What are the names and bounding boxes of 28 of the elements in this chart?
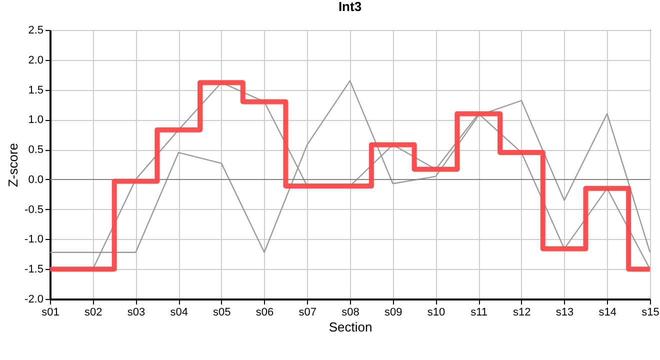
x-tick-label: s14 [598, 306, 617, 318]
chart-title: Int3 [338, 0, 362, 14]
y-tick-label: 1.5 [28, 84, 44, 96]
x-tick-label: s06 [256, 306, 274, 318]
y-tick-label: 1.0 [28, 114, 44, 126]
y-tick-label: -2.0 [24, 294, 44, 306]
x-axis-title: Section [328, 320, 372, 334]
y-tick-label: 0.0 [28, 174, 44, 186]
x-tick-label: s08 [342, 306, 360, 318]
y-tick-label: -1.5 [24, 264, 44, 276]
y-tick-label: 2.5 [28, 24, 44, 36]
x-tick-label: s02 [84, 306, 102, 318]
x-tick-label: s10 [427, 306, 446, 318]
x-tick-label: s04 [170, 306, 188, 318]
x-tick-label: s13 [556, 306, 574, 318]
x-tick-label: s05 [213, 306, 231, 318]
x-tick-label: s11 [470, 306, 488, 318]
x-tick-label: s03 [127, 306, 146, 318]
y-axis-title: Z-score [6, 142, 21, 188]
y-tick-label: -0.5 [24, 204, 44, 216]
y-tick-label: -1.0 [24, 234, 44, 246]
x-tick-label: s15 [642, 306, 660, 318]
x-tick-label: s07 [298, 306, 317, 318]
x-tick-label: s01 [42, 306, 60, 318]
x-tick-label: s09 [384, 306, 402, 318]
x-tick-label: s12 [513, 306, 531, 318]
y-tick-label: 2.0 [28, 54, 44, 66]
y-tick-label: 0.5 [28, 144, 44, 156]
